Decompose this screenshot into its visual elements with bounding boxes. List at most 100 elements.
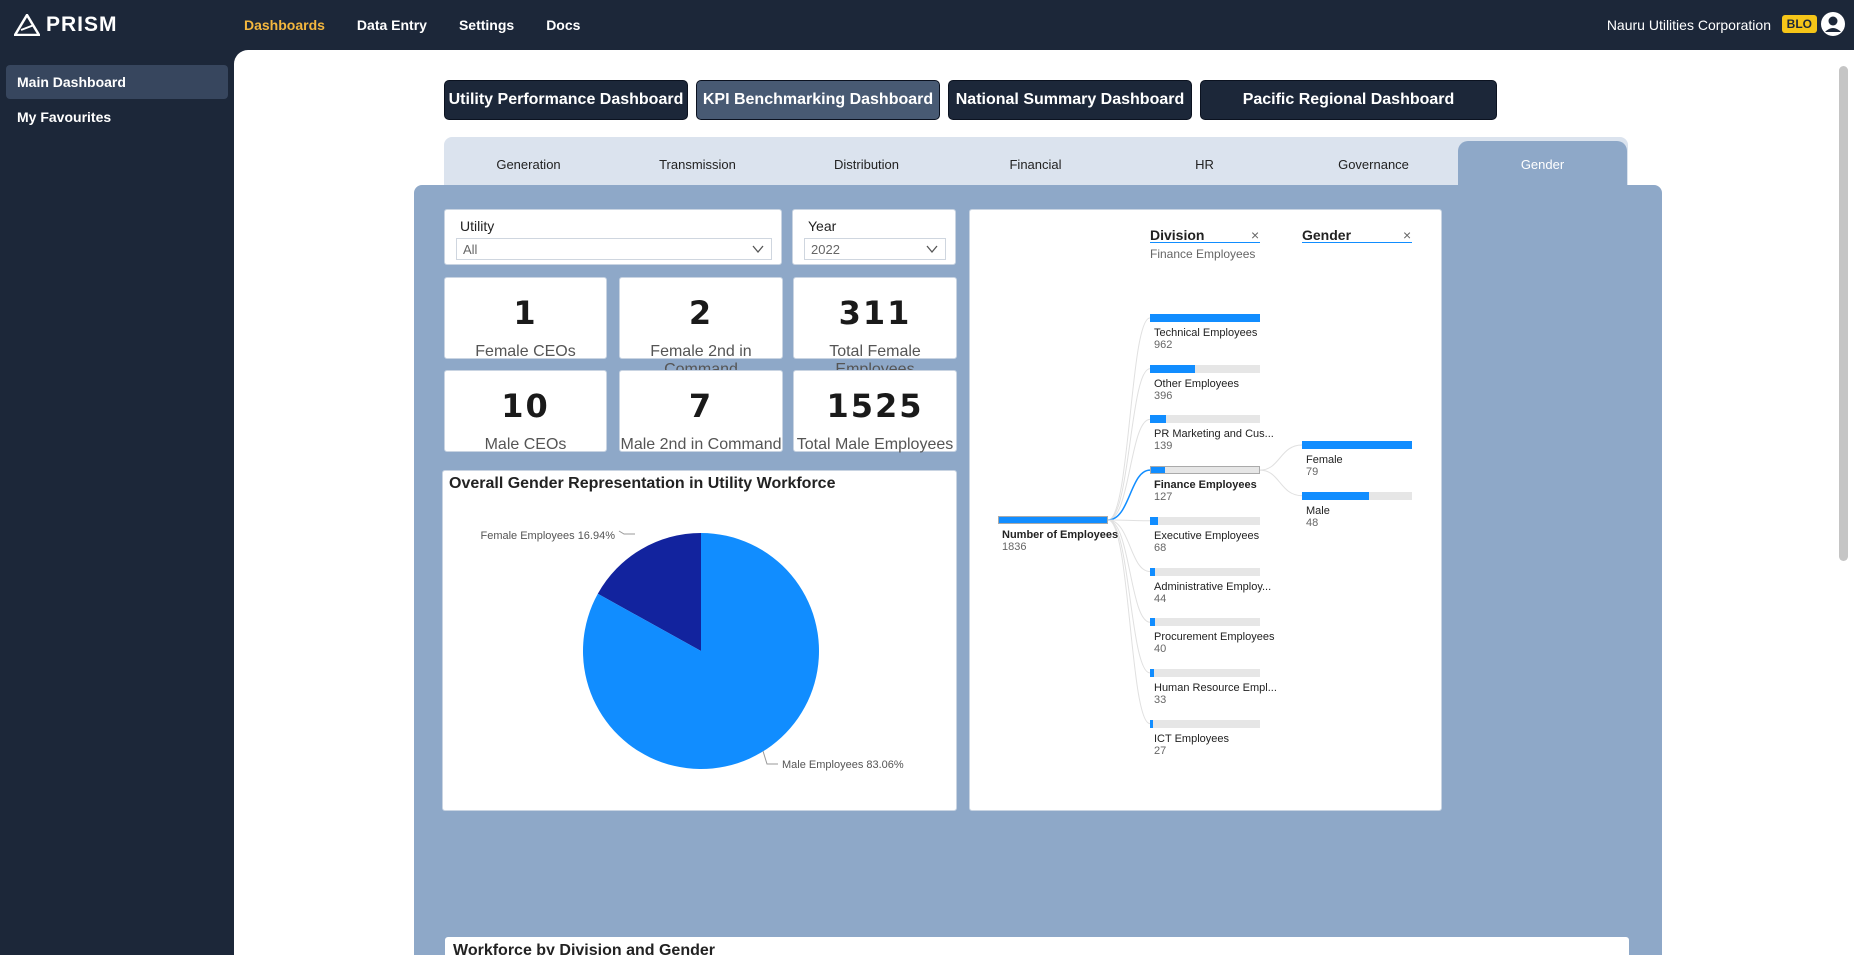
close-icon[interactable]: × (1251, 227, 1260, 243)
kpi-label: Total Male Employees (796, 436, 954, 453)
year-dropdown-value: 2022 (811, 242, 840, 257)
dashboard-national-summary-button[interactable]: National Summary Dashboard (948, 80, 1192, 120)
chart-title: Workforce by Division and Gender (453, 942, 715, 955)
tree-division-node[interactable]: Executive Employees 68 (1150, 516, 1260, 554)
male-label-leader (762, 750, 778, 765)
node-value: 139 (1154, 440, 1173, 453)
tree-link (1107, 519, 1151, 623)
kpi-label: Male CEOs (484, 436, 567, 453)
kpi-label: Male 2nd in Command (620, 436, 782, 453)
dashboard-kpi-benchmarking-button[interactable]: KPI Benchmarking Dashboard (696, 80, 940, 120)
tree-root-node[interactable]: Number of Employees 1836 (998, 516, 1118, 553)
kpi-card-female-ceos: 1 Female CEOs (444, 277, 607, 360)
tree-division-node[interactable]: Administrative Employ... 44 (1150, 567, 1271, 605)
dashboard-switcher: Utility Performance Dashboard KPI Benchm… (444, 80, 1497, 120)
tree-division-node[interactable]: Technical Employees 962 (1150, 314, 1260, 351)
workforce-division-chart-card: Workforce by Division and Gender (445, 937, 1629, 955)
node-label: ICT Employees (1154, 732, 1229, 745)
bar-fill (1150, 567, 1156, 576)
tree-link (1107, 519, 1151, 522)
top-navbar: PRISM Dashboards Data Entry Settings Doc… (0, 0, 1854, 50)
nav-docs[interactable]: Docs (546, 17, 581, 33)
nav-settings[interactable]: Settings (458, 17, 515, 33)
vertical-scrollbar[interactable] (1839, 66, 1848, 561)
decomposition-tree (1107, 317, 1303, 725)
pie-slice-female[interactable] (597, 533, 701, 651)
node-value: 40 (1154, 643, 1167, 656)
node-label: Technical Employees (1154, 327, 1258, 339)
bar-track (1302, 441, 1412, 449)
chart-title: Overall Gender Representation in Utility… (449, 475, 836, 492)
tab-governance[interactable]: Governance (1338, 157, 1409, 172)
dashboard-utility-performance-button[interactable]: Utility Performance Dashboard (444, 80, 688, 120)
bar-fill (1302, 441, 1412, 449)
tree-link (1107, 519, 1151, 572)
kpi-card-male-ceos: 10 Male CEOs (444, 370, 607, 453)
node-label: Human Resource Empl... (1154, 681, 1277, 694)
bar-fill (1150, 668, 1154, 677)
bar-fill (1150, 618, 1155, 627)
tab-transmission[interactable]: Transmission (659, 157, 736, 172)
chevron-down-icon (926, 245, 938, 254)
prism-logo[interactable]: PRISM (14, 13, 118, 37)
report-canvas: Utility All Year 2022 1 Female CEOs 2 (414, 185, 1662, 955)
sidebar-item-main-dashboard[interactable]: Main Dashboard (6, 65, 228, 99)
utility-dropdown[interactable]: All (456, 238, 772, 260)
year-slicer: Year 2022 (792, 209, 956, 265)
kpi-value: 1525 (826, 387, 924, 425)
kpi-card-total-male-employees: 1525 Total Male Employees (793, 370, 957, 453)
gender-header: Gender (1302, 227, 1352, 243)
nav-data-entry[interactable]: Data Entry (356, 17, 427, 33)
kpi-value: 10 (501, 387, 550, 425)
kpi-value: 2 (688, 294, 714, 332)
tab-distribution[interactable]: Distribution (833, 157, 900, 172)
user-role-badge: BLO (1781, 15, 1817, 33)
sidebar-item-my-favourites[interactable]: My Favourites (17, 109, 112, 125)
bar-track (1150, 516, 1260, 525)
pie-slice-male[interactable] (583, 533, 820, 769)
main-content: Utility Performance Dashboard KPI Benchm… (234, 50, 1854, 955)
tree-gender-node[interactable]: Male 48 (1302, 491, 1412, 529)
prism-logo-icon (14, 14, 40, 36)
node-value: 127 (1154, 491, 1173, 504)
gender-pie-chart: Female Employees 16.94% Male Employees 8… (480, 530, 903, 771)
tree-gender-node[interactable]: Female 79 (1302, 441, 1412, 478)
tree-division-node[interactable]: Other Employees 396 (1150, 364, 1260, 402)
tree-division-node[interactable]: Procurement Employees 40 (1150, 618, 1274, 656)
bar-fill (1302, 491, 1369, 500)
bar-track (1150, 466, 1260, 475)
year-dropdown[interactable]: 2022 (804, 238, 946, 260)
division-header-underline (1150, 242, 1260, 243)
tree-link (1107, 469, 1151, 521)
node-value: 1836 (1002, 541, 1027, 553)
bar-track (1150, 618, 1260, 627)
tree-division-node[interactable]: Human Resource Empl... 33 (1150, 668, 1277, 706)
node-value: 48 (1306, 516, 1319, 529)
tab-hr[interactable]: HR (1195, 157, 1214, 172)
dashboard-pacific-regional-button[interactable]: Pacific Regional Dashboard (1200, 80, 1497, 120)
gender-pie-chart-card: Overall Gender Representation in Utility… (442, 470, 957, 811)
decomposition-tree-card: Division × Finance Employees Gender × Nu… (969, 209, 1442, 811)
node-value: 962 (1154, 339, 1173, 351)
tree-division-node[interactable]: PR Marketing and Cus... 139 (1150, 415, 1274, 453)
node-label: PR Marketing and Cus... (1154, 428, 1274, 441)
tree-division-node[interactable]: Finance Employees 127 (1150, 466, 1260, 503)
close-icon[interactable]: × (1403, 227, 1412, 243)
bar-fill (1150, 415, 1166, 424)
node-value: 68 (1154, 541, 1167, 554)
tree-link (1259, 444, 1303, 471)
bar-fill (999, 517, 1107, 523)
nav-dashboards[interactable]: Dashboards (244, 17, 325, 33)
tab-generation[interactable]: Generation (496, 157, 561, 172)
tree-link (1107, 519, 1151, 674)
user-account-icon[interactable] (1820, 11, 1846, 37)
tree-link (1107, 418, 1151, 521)
kpi-value: 1 (513, 294, 538, 332)
tab-gender[interactable]: Gender (1458, 141, 1627, 187)
node-value: 79 (1306, 466, 1319, 478)
tree-division-node[interactable]: ICT Employees 27 (1150, 719, 1260, 757)
tab-financial[interactable]: Financial (1009, 157, 1062, 172)
utility-slicer: Utility All (444, 209, 782, 265)
kpi-category-tabs: Generation Transmission Distribution Fin… (444, 137, 1628, 187)
node-value: 44 (1154, 592, 1167, 605)
